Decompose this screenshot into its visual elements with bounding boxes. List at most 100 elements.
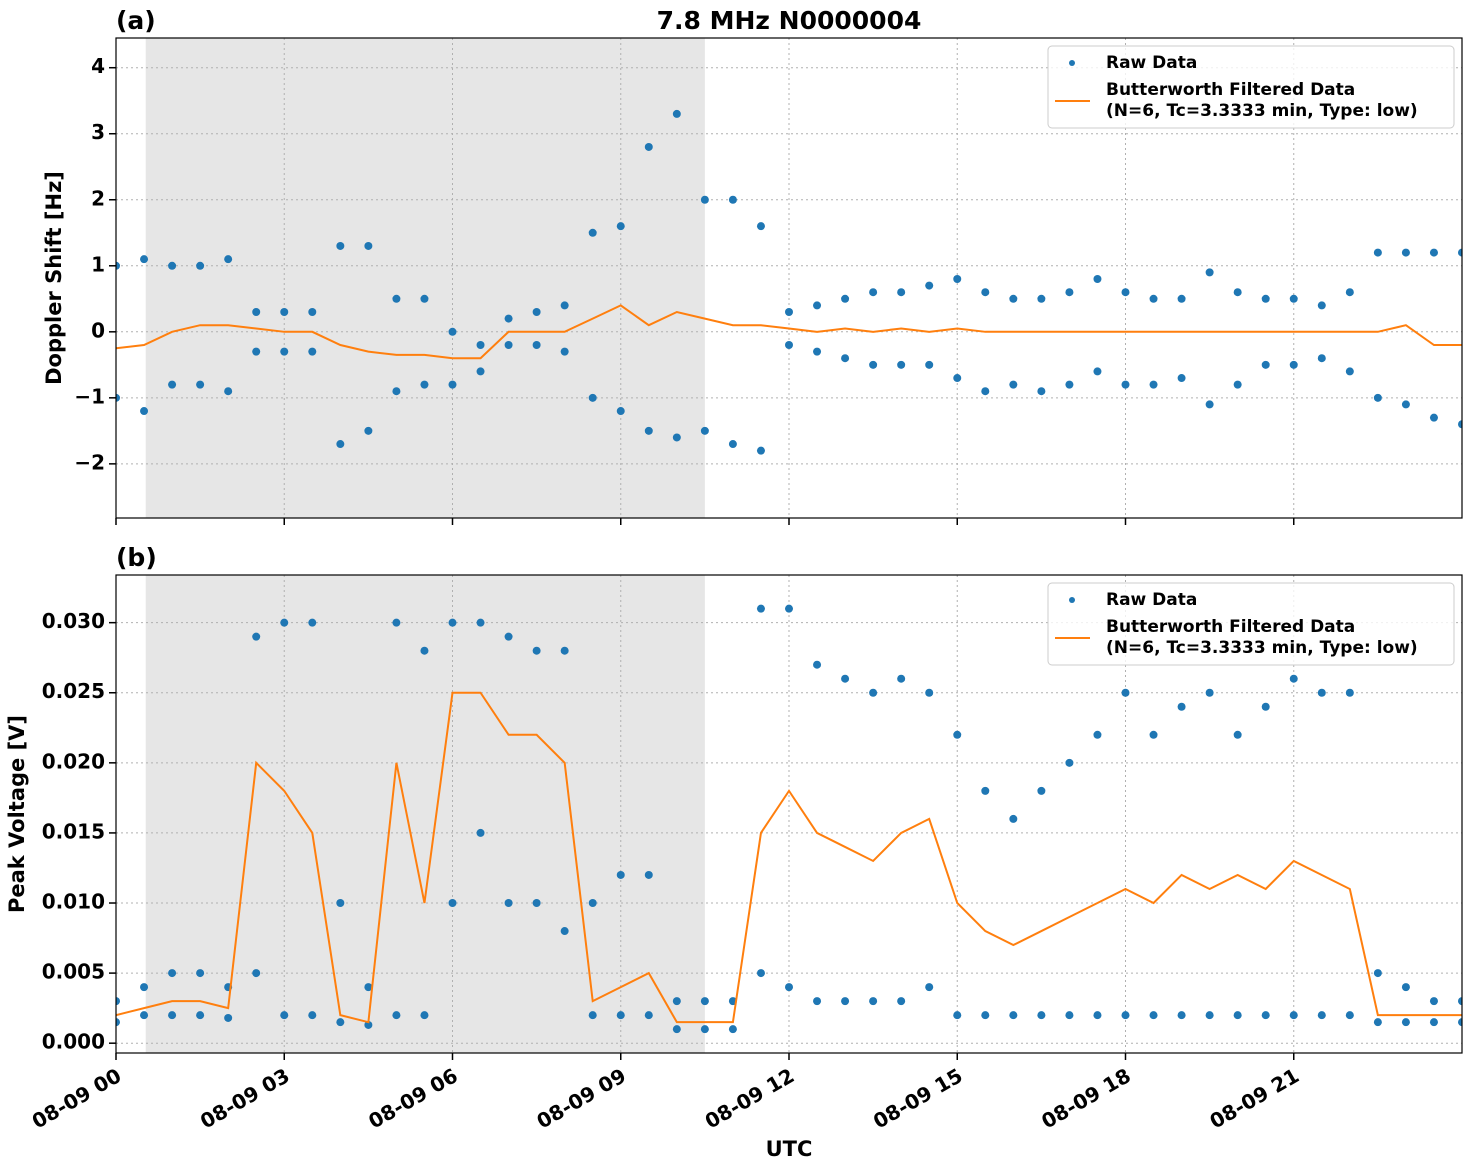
raw-point <box>392 387 401 396</box>
y-tick-label: 4 <box>91 54 105 78</box>
raw-point <box>532 899 541 908</box>
y-tick-label: −2 <box>74 450 105 474</box>
raw-point <box>1373 1018 1382 1027</box>
raw-point <box>504 341 513 350</box>
raw-point <box>140 407 149 416</box>
filtered-line <box>116 691 1462 1024</box>
raw-point <box>1401 248 1410 257</box>
raw-point <box>336 241 345 250</box>
raw-point <box>616 870 625 879</box>
raw-point <box>644 870 653 879</box>
raw-point <box>1065 1011 1074 1020</box>
raw-point <box>1121 288 1130 297</box>
legend-marker <box>1069 597 1075 603</box>
raw-point <box>1458 420 1462 429</box>
raw-point <box>476 341 485 350</box>
legend-label: (N=6, Tc=3.3333 min, Type: low) <box>1106 638 1418 658</box>
raw-point <box>504 314 513 323</box>
raw-point <box>869 688 878 697</box>
plot-data <box>116 109 1462 455</box>
raw-point <box>1261 1011 1270 1020</box>
raw-point <box>728 440 737 449</box>
raw-point <box>336 899 345 908</box>
raw-point <box>1317 688 1326 697</box>
raw-point <box>224 387 233 396</box>
x-tick-label: 08-09 06 <box>364 1063 462 1133</box>
raw-point <box>1458 997 1462 1006</box>
raw-point <box>1205 268 1214 277</box>
raw-point <box>981 387 990 396</box>
raw-point <box>252 347 261 356</box>
raw-point <box>1149 730 1158 739</box>
raw-point <box>588 393 597 402</box>
y-tick-label: 0.010 <box>42 890 105 914</box>
legend-label: (N=6, Tc=3.3333 min, Type: low) <box>1106 101 1418 121</box>
raw-point <box>981 786 990 795</box>
raw-point <box>1009 380 1018 389</box>
raw-point <box>168 1011 177 1020</box>
raw-point <box>560 646 569 655</box>
y-axis-label: Doppler Shift [Hz] <box>42 171 66 385</box>
raw-point <box>252 308 261 317</box>
raw-point <box>1009 294 1018 303</box>
raw-point <box>280 618 289 627</box>
raw-point <box>897 674 906 683</box>
raw-point <box>1345 288 1354 297</box>
raw-point <box>644 1011 653 1020</box>
raw-point <box>756 969 765 978</box>
raw-point <box>1317 1011 1326 1020</box>
raw-point <box>1401 1018 1410 1027</box>
raw-point <box>280 347 289 356</box>
raw-point <box>813 997 822 1006</box>
raw-point <box>1149 294 1158 303</box>
raw-point <box>813 347 822 356</box>
panel-label: (b) <box>116 543 157 572</box>
y-tick-label: 0.015 <box>42 819 105 843</box>
raw-point <box>140 1011 149 1020</box>
raw-point <box>869 360 878 369</box>
raw-point <box>420 294 429 303</box>
raw-point <box>981 1011 990 1020</box>
raw-point <box>1429 413 1438 422</box>
raw-point <box>336 440 345 449</box>
raw-point <box>476 367 485 376</box>
raw-point <box>869 288 878 297</box>
raw-point <box>1373 248 1382 257</box>
raw-point <box>588 899 597 908</box>
raw-point <box>616 1011 625 1020</box>
plot-frame <box>115 574 1463 1054</box>
raw-point <box>897 997 906 1006</box>
raw-point <box>672 1025 681 1034</box>
raw-point <box>785 341 793 350</box>
raw-point <box>841 997 850 1006</box>
raw-point <box>392 618 401 627</box>
raw-point <box>224 255 233 264</box>
raw-point <box>196 1011 205 1020</box>
raw-point <box>1037 786 1046 795</box>
legend-label: Raw Data <box>1106 53 1197 73</box>
raw-point <box>841 354 850 363</box>
raw-point <box>1429 997 1438 1006</box>
y-tick-label: 3 <box>91 120 105 144</box>
raw-point <box>981 288 990 297</box>
raw-point <box>1205 688 1214 697</box>
raw-point <box>785 983 793 992</box>
raw-point <box>1317 354 1326 363</box>
raw-point <box>196 261 205 270</box>
raw-point <box>196 380 205 389</box>
raw-point <box>140 983 149 992</box>
x-tick-label: 08-09 15 <box>869 1063 967 1133</box>
raw-point <box>1037 387 1046 396</box>
y-tick-label: 2 <box>91 186 105 210</box>
raw-point <box>1065 288 1074 297</box>
y-tick-label: 0.030 <box>42 609 105 633</box>
legend-label: Butterworth Filtered Data <box>1106 80 1355 100</box>
raw-point <box>1458 248 1462 257</box>
raw-point <box>644 142 653 151</box>
raw-point <box>1401 400 1410 409</box>
raw-point <box>196 969 205 978</box>
raw-point <box>813 301 822 310</box>
raw-point <box>1205 1011 1214 1020</box>
raw-point <box>700 426 709 435</box>
